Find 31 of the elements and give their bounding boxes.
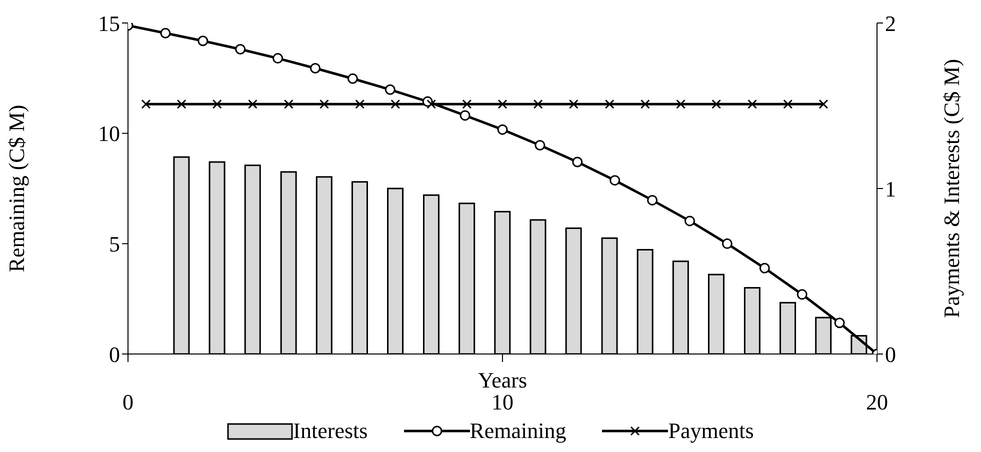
point [834, 318, 845, 328]
point [384, 84, 396, 95]
y-tick-label: 5 [109, 231, 120, 256]
point [759, 262, 770, 274]
point [796, 289, 808, 300]
y2-axis-title: Payments & Interests (C$ M) [938, 58, 964, 318]
legend-label: Payments [668, 418, 754, 444]
y-tick-label: 15 [98, 10, 120, 36]
point [497, 124, 508, 135]
point [534, 140, 546, 150]
y-axis-title: Remaining (C$ M) [4, 104, 29, 272]
point [647, 194, 658, 206]
y2-tick-label: 1 [885, 176, 896, 202]
point [572, 156, 583, 168]
point [198, 36, 208, 46]
y2-tick-label: 0 [885, 342, 896, 367]
point [235, 44, 246, 55]
y2-tick-label: 2 [885, 10, 896, 36]
y-tick-label: 0 [109, 342, 120, 367]
legend-label: Remaining [470, 418, 566, 444]
point [684, 216, 695, 226]
point [347, 73, 358, 84]
point [460, 110, 470, 121]
x-tick-label: 20 [866, 390, 888, 415]
point [160, 28, 171, 38]
y-tick-label: 10 [98, 121, 120, 146]
point [310, 62, 320, 74]
point [610, 175, 620, 186]
point [272, 53, 284, 64]
legend-label: Interests [293, 418, 368, 444]
point [722, 238, 732, 249]
